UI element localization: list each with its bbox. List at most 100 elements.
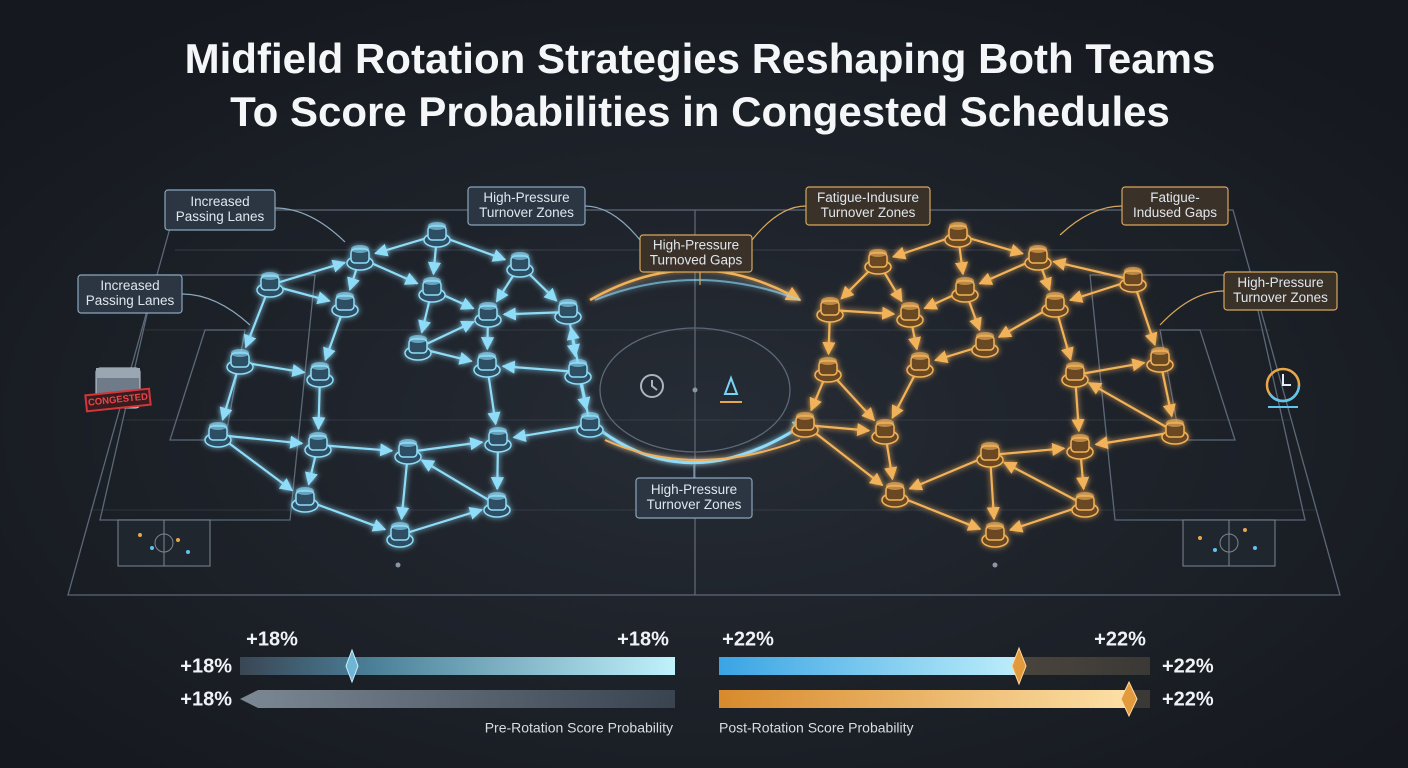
pass-arrow: [501, 360, 579, 374]
leader-line: [751, 205, 807, 241]
player-node-top: [559, 299, 577, 307]
player-node-top: [1066, 362, 1084, 370]
callout-text: High-Pressure: [653, 238, 739, 253]
player-node-top: [976, 332, 994, 340]
callout-box: [1121, 186, 1229, 226]
clock-icon: [1265, 367, 1301, 408]
player-node-top: [399, 439, 417, 447]
pass-arrow: [894, 493, 982, 531]
callout-text: Turnover Zones: [479, 205, 574, 220]
leader-line: [274, 207, 346, 243]
player-node-top: [423, 277, 441, 285]
percent-label: +18%: [180, 655, 232, 677]
player-node-top: [1071, 434, 1089, 442]
callout-text: Indused Gaps: [1133, 205, 1217, 220]
bar-caption: Post-Rotation Score Probability: [719, 720, 914, 736]
callout-box: [164, 189, 276, 231]
player-node-top: [478, 352, 496, 360]
pass-arrow: [1094, 430, 1176, 450]
player-node-top: [1029, 245, 1047, 253]
player-node-top: [489, 427, 507, 435]
callout-text: High-Pressure: [651, 482, 737, 497]
player-node-top: [309, 432, 327, 440]
bar: [240, 657, 675, 675]
leader-line: [1159, 290, 1225, 326]
player-node-top: [949, 222, 967, 230]
callout-text: Fatigue-Indusure: [817, 190, 919, 205]
percent-label: +18%: [246, 628, 298, 650]
pass-arrow: [1074, 358, 1146, 377]
player-node-top: [876, 419, 894, 427]
bar: [240, 690, 675, 708]
pass-arrow: [804, 424, 884, 487]
pass-arrow: [1052, 257, 1134, 282]
pre-rotation-bars: +18% +18% +18% +18% Pre-Rotation Score P…: [180, 628, 675, 736]
leader-line: [181, 293, 251, 326]
leader-line: [1059, 205, 1123, 236]
pass-arrow: [420, 459, 498, 506]
callout-text: Passing Lanes: [86, 293, 175, 308]
player-node-top: [336, 292, 354, 300]
pass-arrow: [317, 443, 394, 457]
player-node-top: [911, 352, 929, 360]
callout-text: Turnover Zones: [821, 205, 916, 220]
minimap-right: [1182, 519, 1276, 567]
pass-arrow: [989, 442, 1066, 457]
pass-arrow: [1002, 461, 1086, 506]
callout-box: [467, 186, 586, 226]
player-node-top: [1124, 267, 1142, 275]
pass-arrow: [217, 434, 294, 492]
player-node-top: [869, 249, 887, 257]
player-node-top: [981, 442, 999, 450]
pass-arrow: [217, 433, 304, 449]
percent-label: +18%: [180, 688, 232, 710]
pass-arrow: [269, 259, 346, 287]
player-node-top: [428, 222, 446, 230]
bar: [719, 657, 1150, 675]
callout-text: Increased: [190, 194, 249, 209]
player-node-top: [351, 245, 369, 253]
callout-box: [1223, 271, 1338, 311]
callout-box: [77, 274, 183, 314]
callout-text: Turnover Zones: [647, 497, 742, 512]
callout-box: [639, 234, 753, 273]
player-node-top: [209, 422, 227, 430]
callout-text: Increased: [100, 278, 159, 293]
player-node-top: [901, 302, 919, 310]
player-node-top: [956, 277, 974, 285]
player-node-top: [296, 487, 314, 495]
minimap-left: [117, 519, 211, 567]
player-node-top: [581, 412, 599, 420]
post-rotation-bars: +22% +22% +22% +22% Post-Rotation Score …: [719, 628, 1214, 736]
player-node-top: [311, 362, 329, 370]
player-node-top: [1076, 492, 1094, 500]
player-node-top: [261, 272, 279, 280]
title-line: Midfield Rotation Strategies Reshaping B…: [185, 35, 1216, 82]
player-node-top: [1046, 292, 1064, 300]
player-node-top: [569, 359, 587, 367]
player-networks: [204, 222, 1189, 548]
leader-line: [584, 205, 641, 241]
network: [791, 222, 1189, 548]
player-node-top: [409, 335, 427, 343]
player-node-top: [479, 302, 497, 310]
center-icons: [640, 374, 742, 403]
player-node-top: [231, 349, 249, 357]
callout-text: Turnoved Gaps: [650, 253, 743, 268]
pass-arrow: [407, 437, 484, 454]
player-node-top: [819, 357, 837, 365]
player-node-top: [391, 522, 409, 530]
player-node-top: [821, 297, 839, 305]
player-node-top: [511, 252, 529, 260]
callout-box: [635, 477, 753, 519]
pass-arrow: [1087, 381, 1176, 433]
calendar-icon: CONGESTED: [84, 367, 152, 413]
callout-text: Fatigue-: [1150, 190, 1200, 205]
player-node-top: [986, 522, 1004, 530]
pass-arrow: [399, 506, 483, 537]
percent-label: +22%: [722, 628, 774, 650]
bar: [719, 690, 1130, 708]
callout-text: Passing Lanes: [176, 209, 265, 224]
